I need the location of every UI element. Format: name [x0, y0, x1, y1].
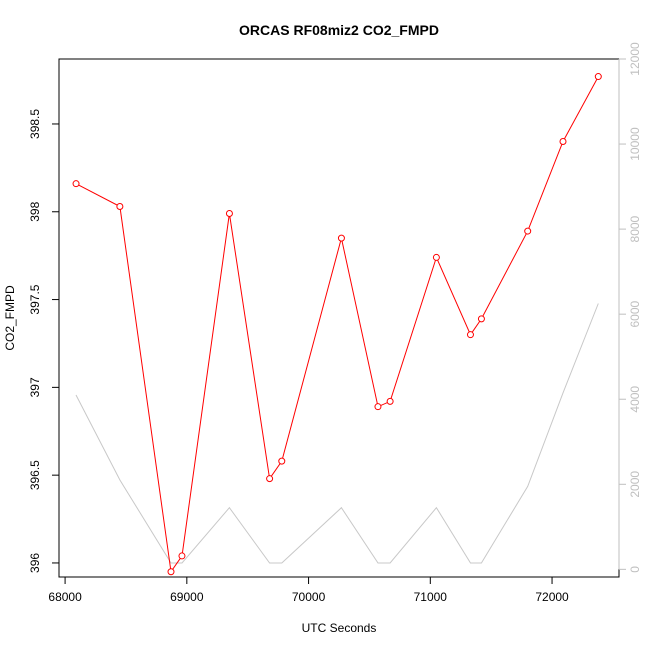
x-tick-label: 72000: [535, 590, 569, 604]
y-tick-label: 396: [28, 553, 42, 573]
x-tick-label: 68000: [48, 590, 82, 604]
y-tick-label: 398: [28, 201, 42, 221]
x-tick-label: 69000: [170, 590, 204, 604]
data-point: [432, 253, 440, 261]
data-point: [386, 397, 394, 405]
x-tick-label: 70000: [292, 590, 326, 604]
series-layer: [72, 73, 602, 576]
y-axis-label: CO2_FMPD: [3, 285, 17, 351]
y2-tick-label: 6000: [628, 301, 642, 328]
y2-tick-label: 12000: [628, 42, 642, 76]
data-point: [116, 202, 124, 210]
x-tick-label: 71000: [414, 590, 448, 604]
chart-title: ORCAS RF08miz2 CO2_FMPD: [239, 22, 439, 38]
data-point: [477, 315, 485, 323]
x-axis: 68000 69000 70000 71000 72000: [48, 576, 569, 604]
data-point: [167, 568, 175, 576]
x-axis-label: UTC Seconds: [302, 621, 377, 635]
series-line-right-axis: [75, 303, 599, 564]
data-point: [524, 227, 532, 235]
plot-frame: [58, 58, 620, 578]
data-point: [266, 475, 274, 483]
y2-tick-label: 4000: [628, 386, 642, 413]
y-tick-label: 398.5: [28, 109, 42, 139]
y-tick-label: 397.5: [28, 284, 42, 314]
data-point: [278, 457, 286, 465]
y2-tick-label: 10000: [628, 127, 642, 161]
data-point: [337, 234, 345, 242]
data-point: [374, 403, 382, 411]
data-point: [178, 552, 186, 560]
y2-tick-label: 2000: [628, 471, 642, 498]
y-axis-right: 0 2000 4000 6000 8000 10000 12000: [618, 42, 642, 573]
y-tick-label: 397: [28, 377, 42, 397]
data-point: [594, 73, 602, 81]
series-line-left-axis: [75, 76, 599, 574]
data-point: [225, 210, 233, 218]
data-point: [72, 180, 80, 188]
y2-tick-label: 0: [628, 566, 642, 573]
y2-tick-label: 8000: [628, 215, 642, 242]
y-axis-left: 396 396.5 397 397.5 398 398.5: [28, 109, 60, 573]
data-point: [466, 331, 474, 339]
y-tick-label: 396.5: [28, 460, 42, 490]
data-point: [559, 138, 567, 146]
